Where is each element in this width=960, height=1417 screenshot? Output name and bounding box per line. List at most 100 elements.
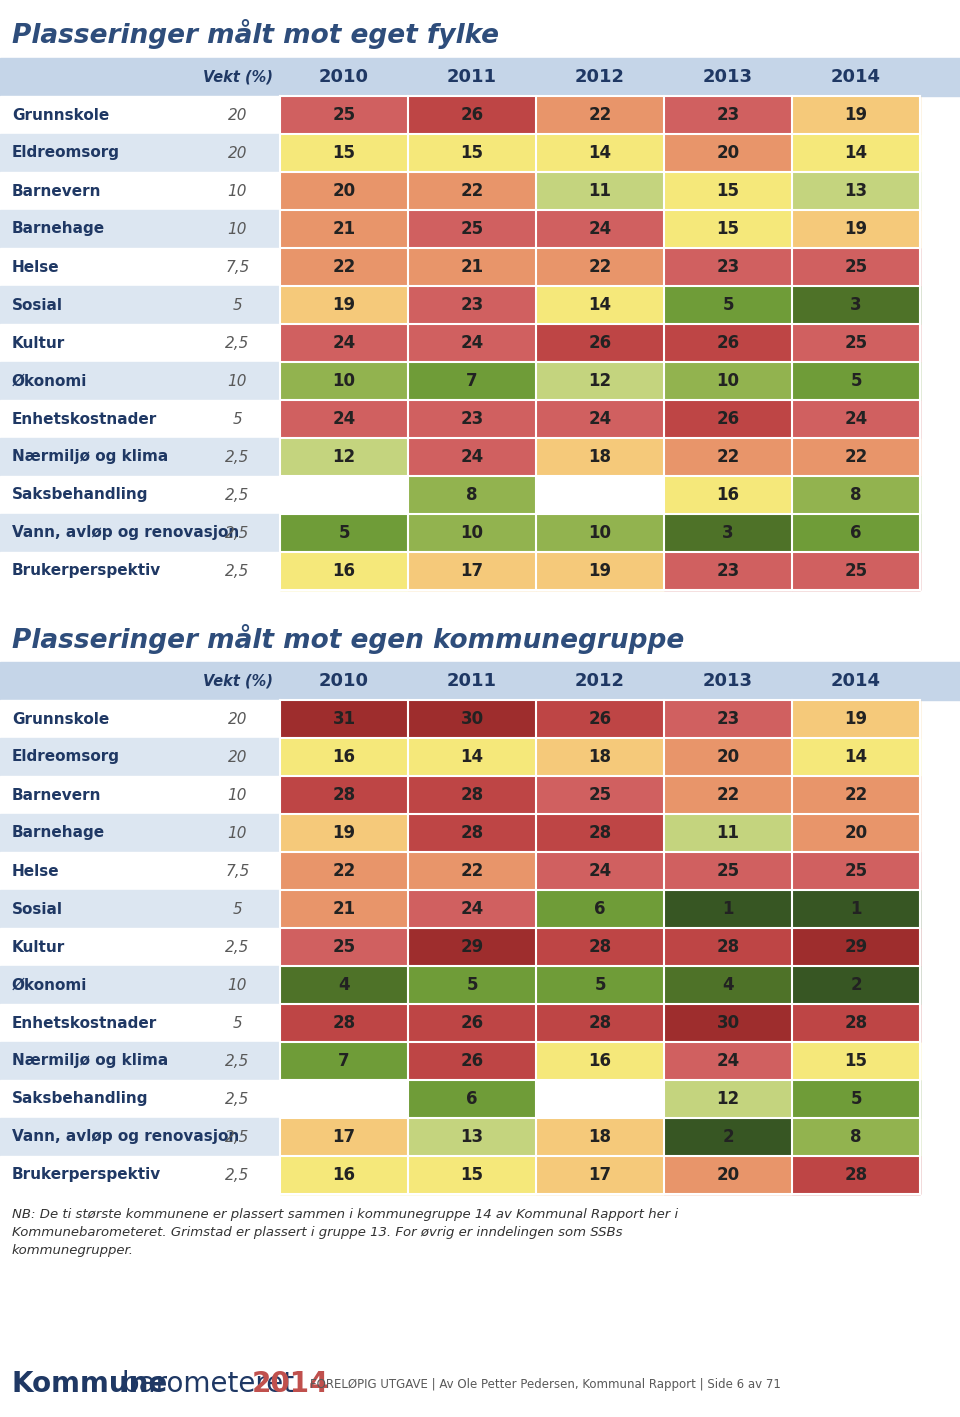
Bar [0, 210, 280, 248]
Text: 25: 25 [332, 938, 355, 956]
Text: 8: 8 [851, 486, 862, 504]
Text: 2,5: 2,5 [226, 1053, 250, 1068]
Text: 24: 24 [461, 900, 484, 918]
Text: 15: 15 [716, 220, 739, 238]
Bar [280, 361, 408, 400]
Text: 25: 25 [845, 563, 868, 580]
Bar [0, 135, 280, 171]
Bar [792, 476, 920, 514]
Bar [280, 1041, 408, 1080]
Text: 23: 23 [461, 296, 484, 315]
Text: 2,5: 2,5 [226, 1168, 250, 1183]
Bar [792, 286, 920, 324]
Bar [280, 890, 408, 928]
Bar [0, 928, 280, 966]
Bar [408, 1080, 536, 1118]
Bar [792, 852, 920, 890]
Text: Saksbehandling: Saksbehandling [12, 487, 149, 503]
Bar [664, 553, 792, 589]
Bar [536, 1118, 664, 1156]
Text: 2011: 2011 [447, 672, 497, 690]
Bar [792, 438, 920, 476]
Bar [792, 514, 920, 553]
Text: Eldreomsorg: Eldreomsorg [12, 750, 120, 765]
Bar [792, 210, 920, 248]
Text: Kommune: Kommune [12, 1370, 168, 1399]
Text: 19: 19 [588, 563, 612, 580]
Text: barometeret: barometeret [122, 1370, 295, 1399]
Bar [792, 966, 920, 1005]
Text: 22: 22 [845, 448, 868, 466]
Text: Saksbehandling: Saksbehandling [12, 1091, 149, 1107]
Bar [408, 324, 536, 361]
Bar [408, 96, 536, 135]
Bar [664, 248, 792, 286]
Text: 15: 15 [845, 1051, 868, 1070]
Bar [0, 324, 280, 361]
Bar [664, 400, 792, 438]
Bar [664, 700, 792, 738]
Bar [792, 1041, 920, 1080]
Bar [280, 1005, 408, 1041]
Bar [408, 1005, 536, 1041]
Text: Vekt (%): Vekt (%) [203, 69, 273, 85]
Bar [536, 852, 664, 890]
Bar [280, 438, 408, 476]
Bar [536, 700, 664, 738]
Text: 7,5: 7,5 [226, 259, 250, 275]
Text: Grunnskole: Grunnskole [12, 711, 109, 727]
Bar [280, 514, 408, 553]
Bar [0, 1005, 280, 1041]
Bar [664, 1041, 792, 1080]
Bar [536, 476, 664, 514]
Bar [408, 438, 536, 476]
Bar [0, 438, 280, 476]
Bar [280, 700, 408, 738]
Bar [792, 1080, 920, 1118]
Text: Brukerperspektiv: Brukerperspektiv [12, 1168, 161, 1183]
Text: 16: 16 [332, 1166, 355, 1185]
Bar [664, 966, 792, 1005]
Text: 22: 22 [588, 106, 612, 125]
Text: Enhetskostnader: Enhetskostnader [12, 411, 157, 427]
Text: 8: 8 [851, 1128, 862, 1146]
Bar [664, 135, 792, 171]
Bar [792, 361, 920, 400]
Bar [664, 514, 792, 553]
Text: 24: 24 [332, 334, 355, 351]
Bar [408, 171, 536, 210]
Bar [536, 966, 664, 1005]
Text: 28: 28 [588, 825, 612, 842]
Bar [408, 476, 536, 514]
Text: 22: 22 [845, 786, 868, 803]
Bar [408, 700, 536, 738]
Bar [408, 890, 536, 928]
Text: 2014: 2014 [252, 1370, 329, 1399]
Bar [280, 966, 408, 1005]
Bar [0, 852, 280, 890]
Text: 14: 14 [845, 145, 868, 162]
Bar [0, 1118, 280, 1156]
Bar [664, 286, 792, 324]
Text: 28: 28 [845, 1015, 868, 1032]
Text: 20: 20 [716, 748, 739, 767]
Text: 16: 16 [716, 486, 739, 504]
Text: 5: 5 [851, 1090, 862, 1108]
Bar [792, 248, 920, 286]
Text: 12: 12 [332, 448, 355, 466]
Bar [664, 438, 792, 476]
Text: Vann, avløp og renovasjon: Vann, avløp og renovasjon [12, 526, 239, 540]
Text: 24: 24 [588, 862, 612, 880]
Bar [408, 286, 536, 324]
Text: 10: 10 [228, 374, 248, 388]
Text: 23: 23 [716, 710, 739, 728]
Text: 28: 28 [716, 938, 739, 956]
Bar [408, 1118, 536, 1156]
Bar [280, 210, 408, 248]
Text: 20: 20 [228, 711, 248, 727]
Text: 13: 13 [845, 181, 868, 200]
Bar [664, 1118, 792, 1156]
Text: 26: 26 [461, 106, 484, 125]
Text: 3: 3 [722, 524, 733, 541]
Bar [792, 1118, 920, 1156]
